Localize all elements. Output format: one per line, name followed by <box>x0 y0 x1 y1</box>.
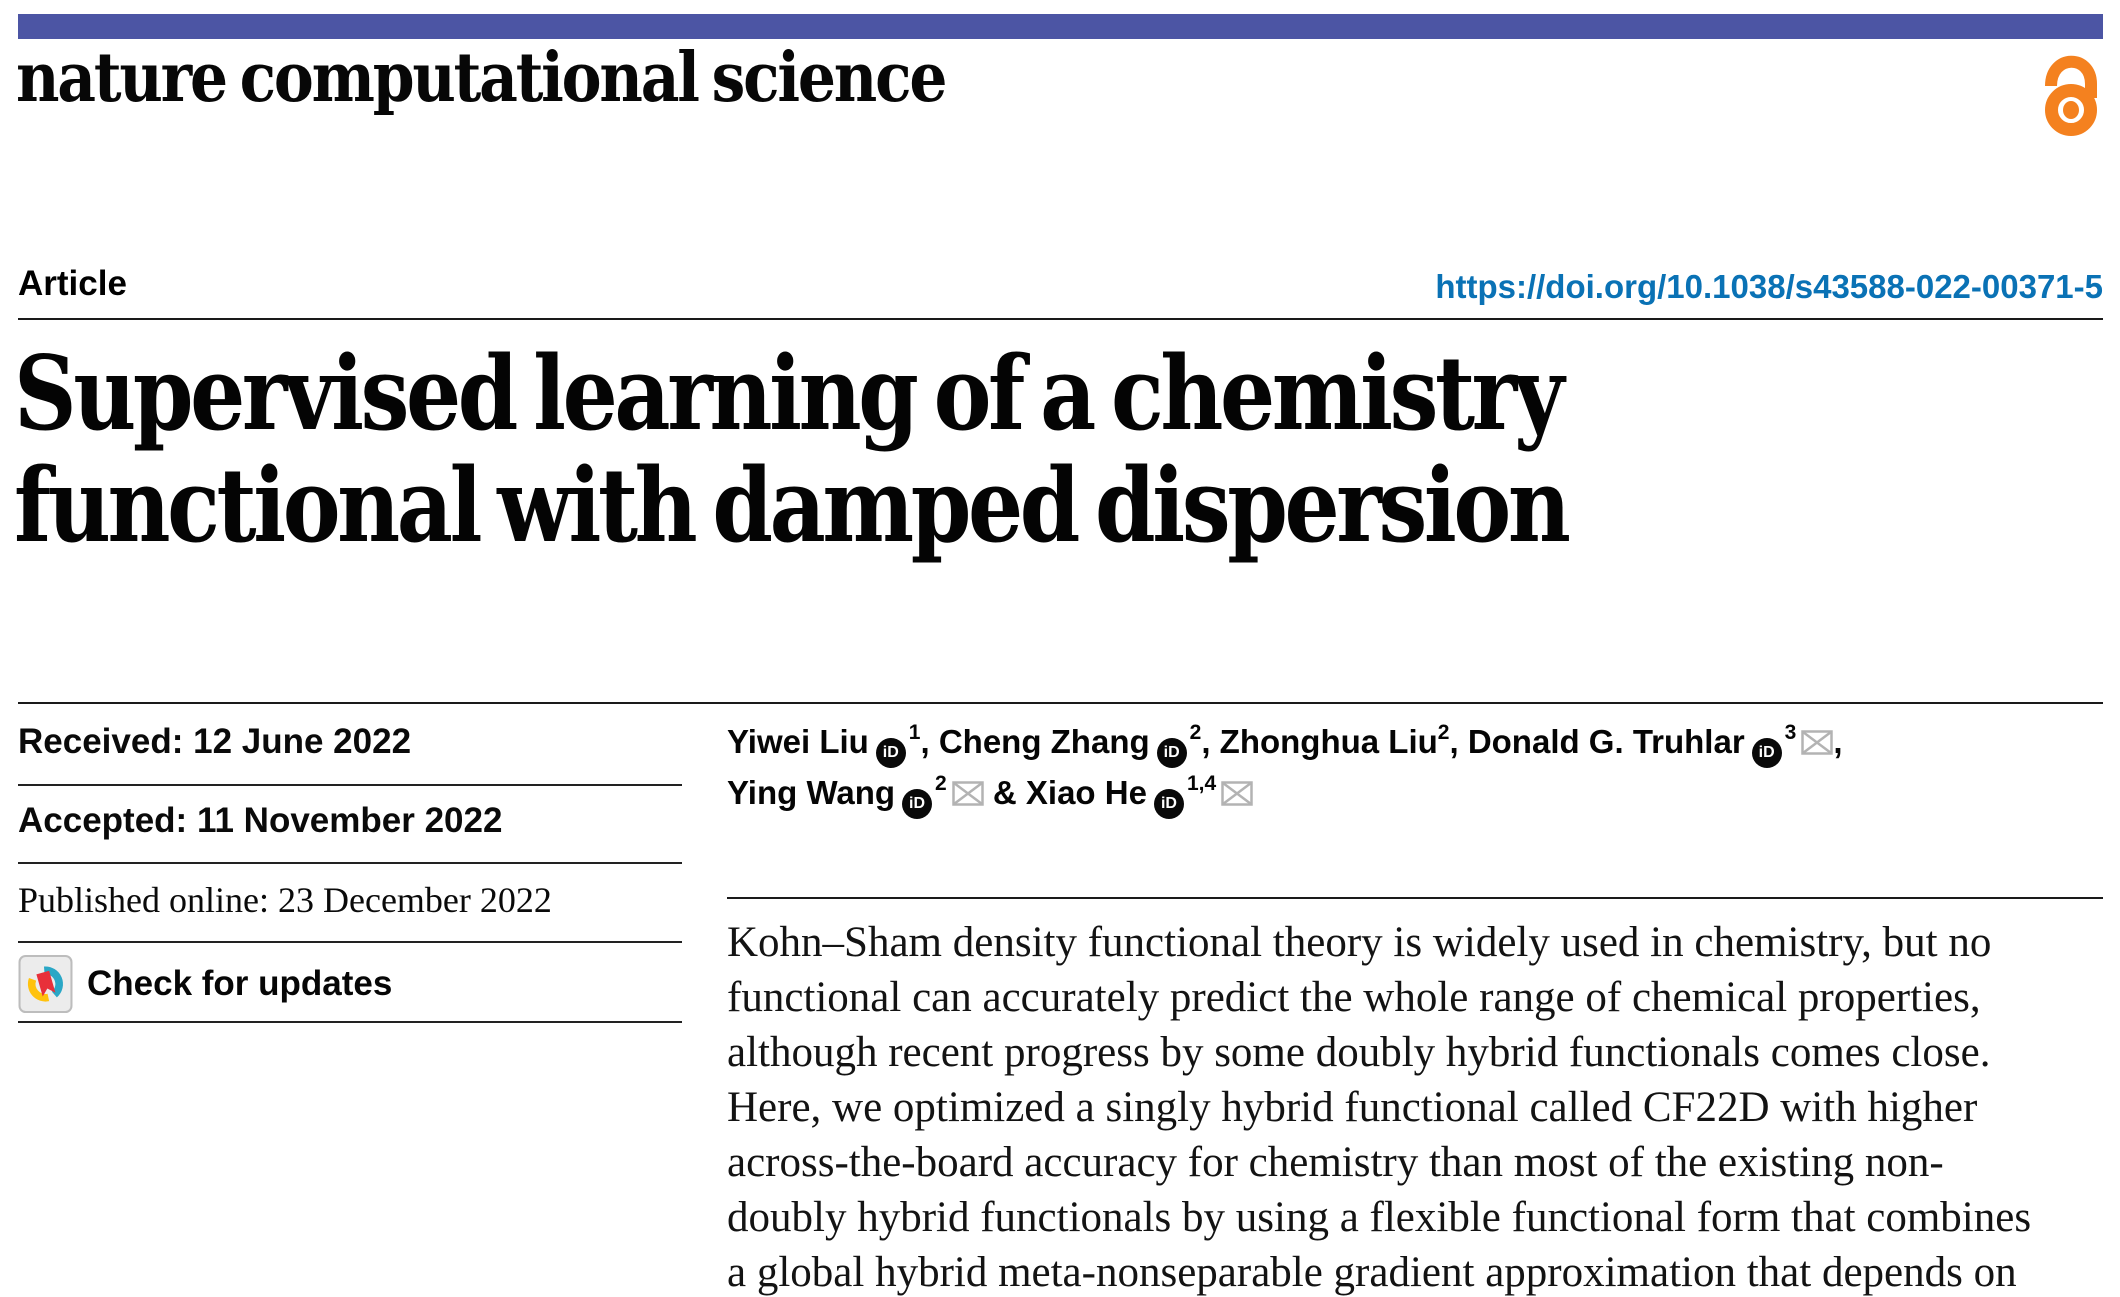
received-label: Received: <box>18 722 184 761</box>
author-name: Cheng Zhang <box>938 723 1150 760</box>
author-separator: , <box>1449 723 1468 760</box>
author-affiliation-sup: 2 <box>935 772 947 795</box>
email-icon[interactable] <box>1221 781 1253 806</box>
journal-brand-bar <box>18 14 2103 39</box>
abstract-line: a global hybrid meta-nonseparable gradie… <box>727 1249 2017 1296</box>
email-icon[interactable] <box>951 781 984 806</box>
received-date-row: Received: 12 June 2022 <box>18 722 411 762</box>
accepted-label: Accepted: <box>18 801 188 840</box>
abstract-line: Here, we optimized a singly hybrid funct… <box>727 1084 1978 1131</box>
author-separator: , <box>1833 723 1843 760</box>
abstract-text: Kohn–Sham density functional theory is w… <box>727 915 2117 1297</box>
author-list: Yiwei Liu1, Cheng Zhang2, Zhonghua Liu2,… <box>727 716 2117 819</box>
published-label: Published online: <box>18 880 269 920</box>
abstract-line: functional can accurately predict the wh… <box>727 974 1981 1021</box>
abstract-line: although recent progress by some doubly … <box>727 1029 1991 1076</box>
received-date: 12 June 2022 <box>193 722 412 761</box>
orcid-icon[interactable] <box>875 737 906 768</box>
doi-link[interactable]: https://doi.org/10.1038/s43588-022-00371… <box>1435 268 2103 305</box>
author-name: Yiwei Liu <box>727 723 869 760</box>
abstract-divider <box>727 897 2103 899</box>
author-line-1: Yiwei Liu1, Cheng Zhang2, Zhonghua Liu2,… <box>727 716 2117 768</box>
author-affiliation-sup: 1 <box>908 721 921 744</box>
open-access-icon <box>2045 55 2097 136</box>
author-affiliation-sup: 1,4 <box>1186 772 1217 795</box>
sidebar-divider <box>18 1021 682 1023</box>
author-name: Donald G. Truhlar <box>1467 723 1745 760</box>
author-separator: , <box>920 723 939 760</box>
sidebar-divider <box>18 941 682 943</box>
author-separator: & <box>983 774 1026 811</box>
email-icon[interactable] <box>1801 730 1834 755</box>
orcid-icon[interactable] <box>1153 788 1184 819</box>
article-type-label: Article <box>18 264 127 303</box>
abstract-line: Kohn–Sham density functional theory is w… <box>727 919 1992 966</box>
author-name: Zhonghua Liu <box>1219 723 1438 760</box>
header-divider <box>18 318 2103 320</box>
check-for-updates-label: Check for updates <box>87 964 393 1003</box>
sidebar-divider <box>18 784 682 786</box>
author-name: Xiao He <box>1025 774 1147 811</box>
author-separator: , <box>1201 723 1220 760</box>
paper-title-line2: functional with damped dispersion <box>14 446 1571 566</box>
sidebar-divider <box>18 862 682 864</box>
accepted-date-row: Accepted: 11 November 2022 <box>18 801 502 841</box>
paper-title-line1: Supervised learning of a chemistry <box>14 334 1564 454</box>
author-affiliation-sup: 2 <box>1437 721 1450 744</box>
crossmark-icon <box>18 954 73 1014</box>
abstract-line: across-the-board accuracy for chemistry … <box>727 1139 1944 1186</box>
published-date-row: Published online: 23 December 2022 <box>18 879 552 921</box>
author-affiliation-sup: 2 <box>1189 721 1202 744</box>
author-affiliation-sup: 3 <box>1784 721 1797 744</box>
orcid-icon[interactable] <box>1156 737 1187 768</box>
section-divider <box>18 702 2103 704</box>
orcid-icon[interactable] <box>902 788 933 819</box>
published-date: 23 December 2022 <box>278 880 552 920</box>
orcid-icon[interactable] <box>1751 737 1782 768</box>
author-line-2: Ying Wang 2 & Xiao He 1,4 <box>727 767 2117 819</box>
accepted-date: 11 November 2022 <box>196 801 503 840</box>
author-name: Ying Wang <box>727 774 896 811</box>
check-for-updates-button[interactable]: Check for updates <box>18 954 392 1014</box>
abstract-line: doubly hybrid functionals by using a fle… <box>727 1194 2032 1241</box>
journal-masthead: nature computational science <box>16 38 947 118</box>
